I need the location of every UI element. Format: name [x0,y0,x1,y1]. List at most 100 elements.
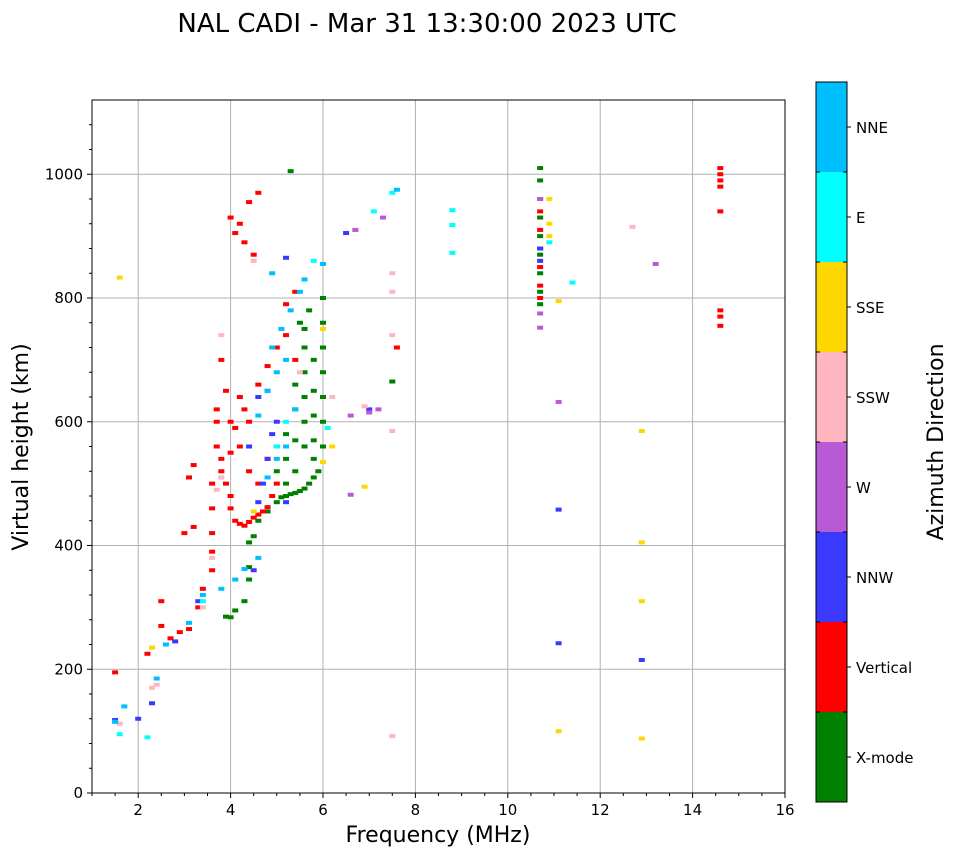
y-tick-label: 1000 [45,165,83,183]
point-x-mode [537,271,544,276]
colorbar-segment-nne [816,82,847,172]
point-e [324,425,331,430]
point-vertical [181,531,188,536]
point-x-mode [310,357,317,362]
point-ssw [250,258,257,263]
colorbar: X-mode Vertical NNW W SSW SSE E NNE [815,81,913,803]
point-nne [162,642,169,647]
colorbar-segment-ssw [816,352,847,442]
point-nne [283,444,290,449]
y-tick-label: 0 [73,784,83,802]
point-ssw [389,429,396,434]
point-ssw [199,605,206,610]
point-x-mode [310,456,317,461]
point-nne [278,326,285,331]
colorbar-segment-e [816,172,847,262]
point-x-mode [227,615,234,620]
point-e [449,250,456,255]
plot-frame [91,99,786,794]
point-x-mode [310,475,317,480]
point-vertical [537,209,544,214]
colorbar-tick-label: SSW [856,389,890,407]
point-x-mode [320,370,326,375]
colorbar-segment-nnw [816,532,847,622]
point-w [537,197,544,201]
point-vertical [269,494,276,498]
point-x-mode [315,469,322,474]
point-sse [329,444,336,449]
point-x-mode [283,456,290,461]
point-vertical [227,506,234,511]
point-vertical [717,184,724,189]
point-vertical [227,494,234,498]
point-nnw [537,246,544,251]
point-nne [273,370,280,375]
point-vertical [717,314,724,319]
point-ssw [361,404,368,409]
point-x-mode [287,169,294,174]
colorbar-segment-w [816,442,847,532]
point-w [555,399,562,404]
x-tick-label: 4 [226,801,236,819]
point-x-mode [310,413,317,418]
point-vertical [218,456,225,461]
point-vertical [227,450,234,455]
point-vertical [209,506,216,511]
x-tick-label: 6 [318,801,328,819]
point-sse [638,540,645,545]
point-w [380,215,387,220]
point-x-mode [301,395,308,399]
point-x-mode [310,388,317,393]
point-vertical [232,518,239,523]
x-tick-label: 14 [683,801,702,819]
point-ssw [213,487,220,492]
point-vertical [246,200,253,205]
point-vertical [255,512,262,517]
point-vertical [213,407,220,412]
point-x-mode [301,326,308,331]
point-vertical [537,283,544,288]
colorbar-tick-label: NNW [856,569,893,587]
point-sse [546,234,553,239]
point-x-mode [320,320,326,325]
point-sse [638,599,645,604]
point-x-mode [264,509,271,514]
colorbar-segment-sse [816,262,847,352]
point-vertical [227,215,234,220]
point-w [375,407,382,412]
point-sse [250,509,257,514]
point-nne [287,308,294,313]
point-x-mode [306,481,313,486]
x-tick-label: 8 [411,801,421,819]
point-ssw [153,682,160,687]
point-ssw [389,289,396,294]
colorbar-frame [815,81,848,803]
point-nne [241,567,248,572]
point-nne [112,719,119,724]
point-nne [269,271,276,276]
point-nnw [250,568,257,573]
colorbar-tick-label: NNE [856,119,888,137]
point-vertical [236,221,243,226]
point-vertical [246,469,253,474]
point-ssw [209,555,216,560]
point-x-mode [320,419,326,424]
point-x-mode [283,494,290,498]
y-tick-label: 800 [54,289,83,307]
point-vertical [717,166,724,171]
point-vertical [717,308,724,313]
point-vertical [264,505,271,510]
point-x-mode [273,500,280,505]
point-vertical [292,357,299,362]
point-x-mode [296,320,303,325]
point-vertical [209,481,216,486]
point-sse [555,299,562,304]
point-vertical [209,549,216,554]
point-ssw [329,395,336,399]
point-nne [264,475,271,480]
point-x-mode [287,492,294,497]
point-x-mode [537,234,544,239]
point-x-mode [537,252,544,257]
point-e [449,208,456,213]
point-x-mode [537,302,544,307]
